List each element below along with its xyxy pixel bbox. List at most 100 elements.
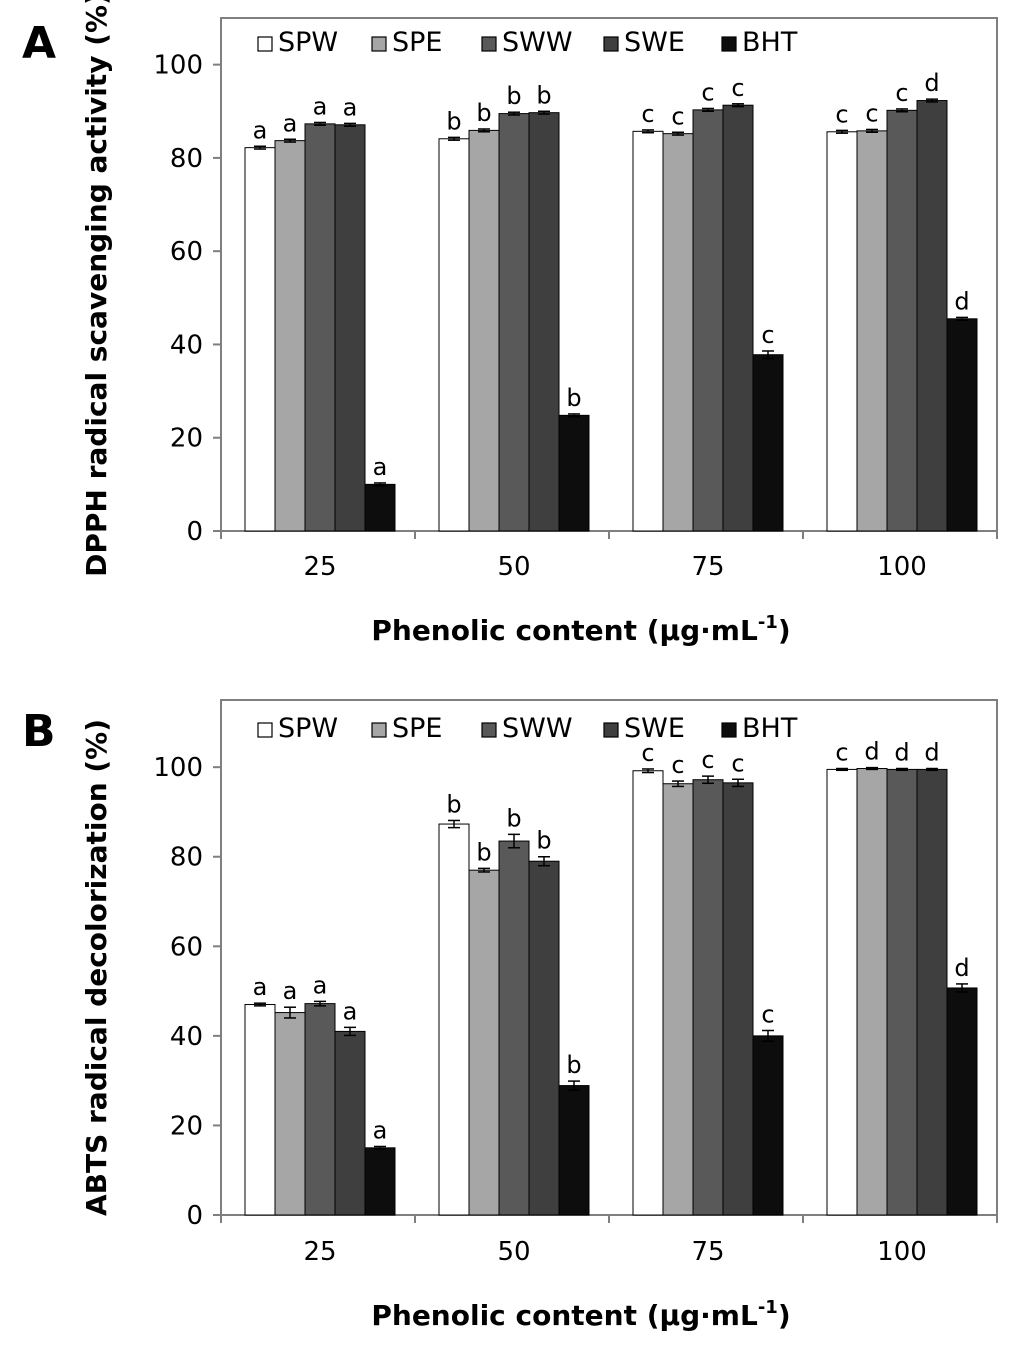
- significance-label: a: [373, 1116, 388, 1144]
- significance-label: a: [343, 997, 358, 1025]
- legend-item-bht: BHT: [721, 27, 798, 58]
- significance-label: b: [476, 99, 491, 127]
- bar-bht: [558, 1085, 590, 1216]
- legend-swatch: [481, 722, 497, 738]
- bar-swe: [722, 104, 754, 532]
- bar-swe: [334, 124, 366, 532]
- legend-item-swe: SWE: [603, 27, 685, 58]
- significance-label: a: [253, 973, 268, 1001]
- significance-label: d: [924, 739, 939, 767]
- significance-label: c: [641, 100, 654, 128]
- significance-label: d: [924, 69, 939, 97]
- legend-label: SPE: [392, 27, 442, 58]
- bar-spe: [274, 140, 306, 532]
- bar-spw: [438, 823, 470, 1216]
- bar-spe: [662, 783, 694, 1216]
- bar-spe: [468, 129, 500, 532]
- y-tick-label: 0: [186, 1201, 203, 1231]
- y-tick-label: 100: [153, 51, 203, 81]
- x-tick-label: 75: [691, 1237, 724, 1267]
- bar-spw: [632, 770, 664, 1216]
- legend-swatch: [257, 722, 273, 738]
- significance-label: a: [283, 109, 298, 137]
- legend: SPW SPE SWW SWE BHT: [257, 27, 798, 58]
- y-axis-title: DPPH radical scavenging activity (%): [80, 0, 113, 577]
- y-tick-label: 60: [170, 932, 203, 962]
- bar-bht: [364, 483, 396, 532]
- bar-sww: [692, 779, 724, 1216]
- bar-bht: [752, 1035, 784, 1216]
- x-axis-title: Phenolic content (μg·mL-1): [371, 1297, 790, 1332]
- bar-spe: [856, 130, 888, 532]
- x-tick-label: 25: [303, 1237, 336, 1267]
- legend-label: BHT: [742, 27, 798, 58]
- panel-letter: A: [22, 18, 56, 69]
- legend-swatch: [721, 722, 737, 738]
- legend-label: BHT: [742, 713, 798, 744]
- legend-item-sww: SWW: [481, 713, 573, 744]
- significance-label: b: [506, 804, 521, 832]
- legend-label: SPW: [278, 713, 338, 744]
- y-tick-label: 40: [170, 330, 203, 360]
- legend-swatch: [371, 722, 387, 738]
- significance-label: d: [954, 287, 969, 315]
- significance-label: c: [895, 79, 908, 107]
- legend-swatch: [481, 36, 497, 52]
- significance-label: d: [894, 739, 909, 767]
- legend-swatch: [371, 36, 387, 52]
- significance-label: b: [536, 827, 551, 855]
- legend-label: SPE: [392, 713, 442, 744]
- bar-spw: [244, 1004, 276, 1216]
- significance-label: a: [313, 971, 328, 999]
- significance-label: d: [954, 954, 969, 982]
- x-tick-label: 75: [691, 552, 724, 582]
- significance-label: d: [864, 738, 879, 766]
- bar-sww: [498, 113, 530, 532]
- legend-label: SPW: [278, 27, 338, 58]
- significance-label: c: [701, 746, 714, 774]
- y-tick-label: 80: [170, 843, 203, 873]
- significance-label: b: [446, 790, 461, 818]
- legend: SPW SPE SWW SWE BHT: [257, 713, 798, 744]
- legend-label: SWE: [624, 27, 685, 58]
- bar-bht: [364, 1147, 396, 1216]
- significance-label: c: [761, 1000, 774, 1028]
- legend-item-spw: SPW: [257, 27, 338, 58]
- bar-spe: [274, 1012, 306, 1216]
- legend-item-bht: BHT: [721, 713, 798, 744]
- y-axis-title: ABTS radical decolorization (%): [80, 719, 113, 1216]
- significance-label: b: [566, 1051, 581, 1079]
- bar-spe: [468, 869, 500, 1216]
- y-tick-label: 80: [170, 144, 203, 174]
- x-tick-label: 100: [877, 552, 927, 582]
- legend-label: SWE: [624, 713, 685, 744]
- legend-label: SWW: [502, 713, 573, 744]
- legend-swatch: [721, 36, 737, 52]
- significance-label: c: [671, 102, 684, 130]
- bar-spw: [244, 147, 276, 532]
- significance-label: c: [701, 78, 714, 106]
- significance-label: a: [253, 116, 268, 144]
- significance-label: b: [446, 107, 461, 135]
- legend-swatch: [257, 36, 273, 52]
- bar-sww: [886, 109, 918, 532]
- legend-item-spe: SPE: [371, 713, 442, 744]
- significance-label: a: [283, 977, 298, 1005]
- significance-label: c: [865, 99, 878, 127]
- x-tick-label: 25: [303, 552, 336, 582]
- y-tick-label: 0: [186, 517, 203, 547]
- legend-item-spe: SPE: [371, 27, 442, 58]
- y-tick-label: 20: [170, 1111, 203, 1141]
- legend-swatch: [603, 722, 619, 738]
- bar-spw: [632, 130, 664, 532]
- bar-spw: [438, 138, 470, 532]
- bar-swe: [916, 768, 948, 1216]
- y-tick-label: 100: [153, 753, 203, 783]
- y-tick-label: 20: [170, 424, 203, 454]
- legend-item-spw: SPW: [257, 713, 338, 744]
- bar-sww: [498, 840, 530, 1216]
- x-axis-title: Phenolic content (μg·mL-1): [371, 612, 790, 647]
